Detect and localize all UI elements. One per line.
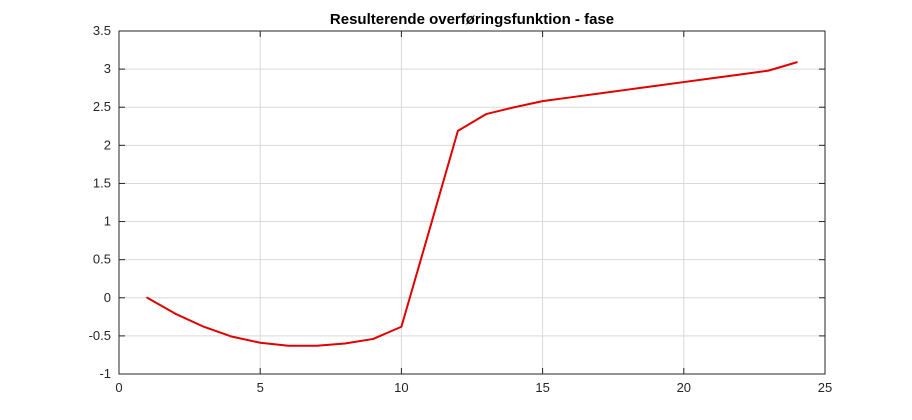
y-tick-label: 3 xyxy=(104,61,111,76)
x-tick-label: 15 xyxy=(535,380,549,395)
data-point xyxy=(457,130,459,132)
phase-series-line xyxy=(146,61,798,347)
x-tick-label: 0 xyxy=(115,380,122,395)
y-tick-label: 1.5 xyxy=(93,175,111,190)
y-tick-label: 2.5 xyxy=(93,99,111,114)
x-tick-label: 20 xyxy=(677,380,691,395)
data-point xyxy=(767,69,770,72)
data-point xyxy=(485,113,487,115)
chart-title: Resulterende overføringsfunktion - fase xyxy=(330,11,614,28)
data-point xyxy=(259,341,262,344)
data-point xyxy=(400,325,403,328)
y-tick-label: 0.5 xyxy=(93,252,111,267)
data-point xyxy=(711,77,713,80)
y-tick-label: 2 xyxy=(104,137,111,152)
y-tick-label: -0.5 xyxy=(89,328,111,343)
data-point xyxy=(795,61,798,64)
data-point xyxy=(287,344,290,347)
data-point xyxy=(372,338,374,340)
series-layer xyxy=(146,61,798,347)
y-tick-label: 0 xyxy=(104,290,111,305)
data-point xyxy=(315,344,318,347)
data-point xyxy=(626,88,629,91)
data-point xyxy=(541,100,544,102)
data-point xyxy=(513,106,516,109)
x-tick-label: 5 xyxy=(257,380,264,395)
grid xyxy=(118,30,826,375)
x-tick-label: 25 xyxy=(818,380,832,395)
data-point xyxy=(428,228,431,230)
data-point xyxy=(598,92,600,95)
y-tick-label: -1 xyxy=(99,366,111,381)
tick-layer: 0 5 10 15 20 25 -1 -0.5 0 0.5 1 1.5 2 2.5 3 3.5 xyxy=(89,23,833,395)
data-point xyxy=(174,312,177,315)
data-point xyxy=(570,96,572,99)
data-point xyxy=(146,296,149,299)
y-tick-label: 3.5 xyxy=(93,23,111,38)
data-point xyxy=(202,325,205,328)
y-tick-label: 1 xyxy=(104,214,111,229)
axes-box xyxy=(118,30,826,375)
data-point xyxy=(231,335,233,338)
data-point xyxy=(654,85,657,87)
x-tick-label: 10 xyxy=(394,380,408,395)
data-point xyxy=(683,81,685,83)
data-point xyxy=(344,342,346,345)
data-point xyxy=(739,73,742,76)
